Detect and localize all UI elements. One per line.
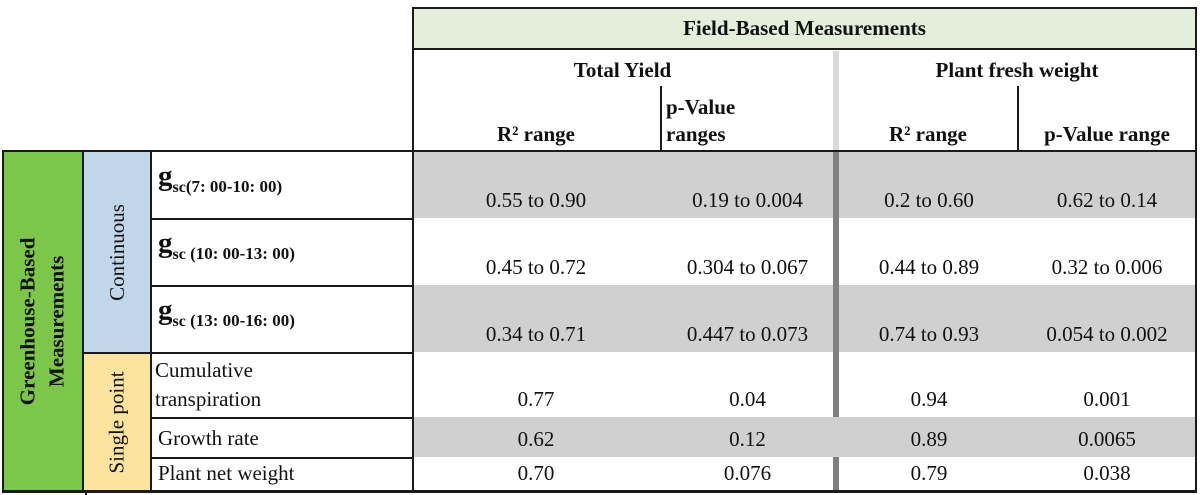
greenhouse-label-wrap: Greenhouse-Based Measurements	[4, 152, 82, 490]
pfw-pvalue-range-header: p-Value range	[1044, 122, 1170, 146]
cell-pfw-r2-row4: 0.94	[910, 387, 948, 411]
table-left-border	[2, 150, 4, 493]
row-label-gsc-10-13: gsc (10: 00-13: 00)	[158, 227, 295, 264]
plant-fresh-weight-header: Plant fresh weight	[935, 58, 1099, 82]
cumulative-line2: transpiration	[155, 387, 262, 411]
gsc-time-range: (10: 00-13: 00)	[185, 244, 295, 263]
cell-pfw-r2-row3: 0.74 to 0.93	[878, 322, 980, 346]
header-left-border	[412, 49, 414, 150]
row-label-gsc-7-10: gsc(7: 00-10: 00)	[158, 160, 282, 197]
cell-pfw-p-row6: 0.038	[1083, 461, 1131, 485]
label-row-border-4	[152, 417, 412, 419]
gsc-time-range: (7: 00-10: 00)	[185, 177, 283, 196]
cell-ty-r2-row4: 0.77	[517, 387, 555, 411]
row1-shading	[414, 152, 1195, 218]
continuous-label: Continuous	[104, 203, 129, 301]
single-point-column-fill	[84, 354, 150, 490]
header-bottom-border	[2, 150, 1197, 152]
ty-r2-range-header: R² range	[496, 122, 576, 146]
ty-pvalue-ranges-header: p-Value ranges	[666, 94, 831, 148]
cell-ty-p-row2: 0.304 to 0.067	[686, 255, 809, 279]
cumulative-line1: Cumulative	[155, 358, 253, 382]
continuous-label-wrap: Continuous	[84, 152, 150, 352]
gsc-symbol: g	[158, 294, 173, 326]
continuous-singlepoint-border	[84, 352, 150, 354]
cell-ty-p-row5: 0.12	[729, 427, 766, 451]
cell-pfw-r2-row5: 0.89	[910, 427, 948, 451]
row-label-plant-net-weight: Plant net weight	[158, 461, 295, 485]
gsc-symbol: g	[158, 227, 173, 259]
cell-pfw-p-row5: 0.0065	[1078, 427, 1136, 451]
group-divider-header	[833, 51, 839, 150]
pfw-subcol-divider	[1017, 86, 1019, 150]
cell-pfw-p-row2: 0.32 to 0.006	[1051, 255, 1163, 279]
gsc-subscript: sc	[172, 313, 186, 330]
cell-pfw-r2-row6: 0.79	[910, 461, 948, 485]
cell-ty-r2-row6: 0.70	[517, 461, 555, 485]
ty-pvalue-line1: p-Value	[666, 95, 736, 119]
cell-pfw-r2-row1: 0.2 to 0.60	[884, 188, 974, 212]
field-based-header-label: Field-Based Measurements	[683, 16, 926, 40]
total-yield-header: Total Yield	[573, 58, 672, 82]
gsc-subscript: sc	[172, 246, 186, 263]
row5-shading	[414, 417, 1195, 457]
gsc-time-range: (13: 00-16: 00)	[185, 311, 295, 330]
pfw-r2-range-header: R² range	[888, 122, 968, 146]
single-point-label: Single point	[104, 370, 129, 474]
ty-pvalue-line2: ranges	[666, 122, 726, 146]
single-point-label-wrap: Single point	[84, 354, 150, 490]
cell-pfw-p-row4: 0.001	[1083, 387, 1131, 411]
greenhouse-label-line2: Measurements	[45, 255, 69, 387]
green-blue-column-border	[82, 152, 84, 490]
row3-shading	[414, 285, 1195, 352]
header-right-border	[1195, 49, 1197, 150]
cell-pfw-p-row1: 0.62 to 0.14	[1056, 188, 1158, 212]
greenhouse-label-line1: Greenhouse-Based	[15, 237, 40, 405]
label-data-column-border	[412, 150, 414, 490]
cell-ty-r2-row1: 0.55 to 0.90	[485, 188, 587, 212]
cell-ty-r2-row3: 0.34 to 0.71	[485, 322, 587, 346]
cell-ty-p-row6: 0.076	[723, 461, 772, 485]
gsc-subscript: sc	[172, 179, 186, 196]
continuous-column-fill	[84, 152, 150, 352]
group-divider-upper	[833, 152, 839, 417]
field-based-header: Field-Based Measurements	[412, 7, 1197, 50]
group-divider-lower	[833, 457, 839, 490]
greenhouse-based-measurements-label: Greenhouse-Based Measurements	[14, 237, 73, 405]
label-row-border-1	[152, 218, 412, 220]
cell-pfw-r2-row2: 0.44 to 0.89	[878, 255, 980, 279]
label-row-border-3	[152, 352, 412, 354]
label-row-border-2	[152, 285, 412, 287]
cell-ty-r2-row5: 0.62	[517, 427, 555, 451]
cell-ty-p-row4: 0.04	[729, 387, 766, 411]
cell-ty-p-row1: 0.19 to 0.004	[692, 188, 803, 212]
label-row-border-5	[152, 457, 412, 459]
gsc-symbol: g	[158, 160, 173, 192]
row-label-cumulative-transpiration: Cumulative transpiration	[155, 356, 261, 414]
cell-pfw-p-row3: 0.054 to 0.002	[1046, 322, 1168, 346]
blue-label-column-border	[150, 152, 152, 490]
cell-ty-p-row3: 0.447 to 0.073	[686, 322, 809, 346]
ty-subcol-divider	[660, 86, 662, 150]
greenhouse-column-fill	[4, 152, 82, 490]
row-label-growth-rate: Growth rate	[158, 426, 259, 450]
cell-ty-r2-row2: 0.45 to 0.72	[485, 255, 587, 279]
table-bottom-border	[2, 490, 1197, 493]
cutoff-tick	[85, 493, 87, 495]
row-label-gsc-13-16: gsc (13: 00-16: 00)	[158, 294, 295, 331]
table-right-border	[1195, 150, 1197, 490]
